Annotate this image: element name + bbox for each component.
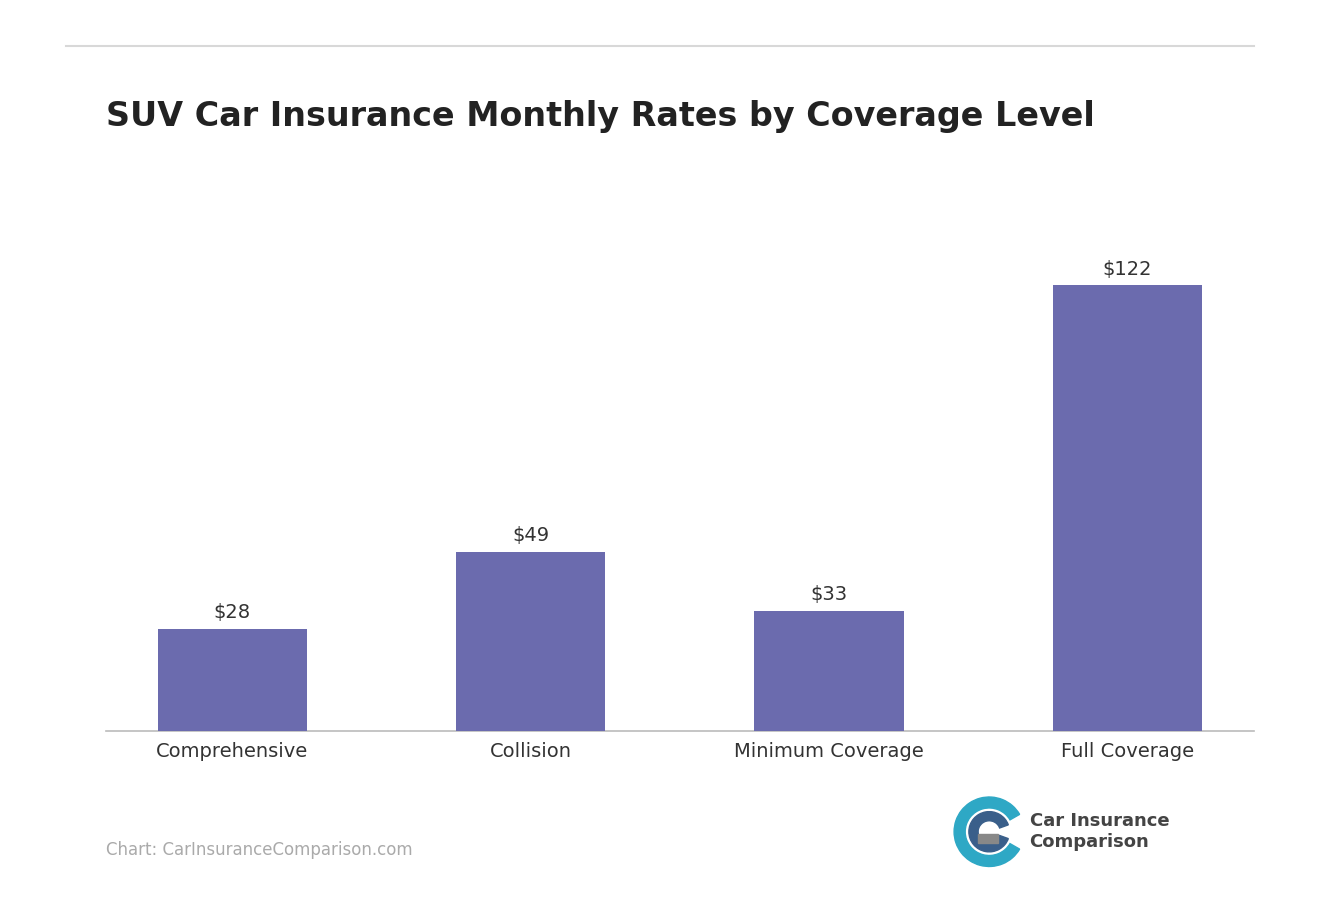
Text: SUV Car Insurance Monthly Rates by Coverage Level: SUV Car Insurance Monthly Rates by Cover… xyxy=(106,100,1094,133)
Bar xyxy=(754,611,903,731)
Bar xyxy=(978,834,998,843)
Text: $122: $122 xyxy=(1102,260,1152,279)
Text: $49: $49 xyxy=(512,526,549,546)
Wedge shape xyxy=(954,797,1019,866)
Wedge shape xyxy=(969,812,1008,852)
Text: $28: $28 xyxy=(214,603,251,622)
Text: Car Insurance
Comparison: Car Insurance Comparison xyxy=(1030,813,1170,851)
Text: Chart: CarInsuranceComparison.com: Chart: CarInsuranceComparison.com xyxy=(106,841,412,859)
Text: $33: $33 xyxy=(810,585,847,604)
Bar xyxy=(457,552,606,731)
Bar xyxy=(158,629,308,731)
Bar xyxy=(1052,285,1201,731)
